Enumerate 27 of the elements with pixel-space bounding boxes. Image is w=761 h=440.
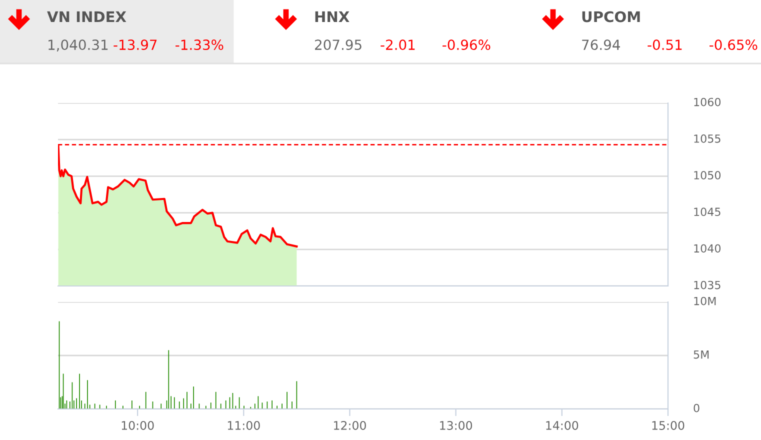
y-tick-label: 0 xyxy=(694,404,700,412)
text: -2.01 xyxy=(380,40,415,50)
x-tick-label: 12:00 xyxy=(334,421,366,430)
x-tick-label: 10:00 xyxy=(122,421,154,430)
text: -0.65% xyxy=(710,40,758,50)
text: -0.96% xyxy=(442,40,490,50)
y-tick-label: 1050 xyxy=(694,171,721,180)
y-tick-label: 1045 xyxy=(694,208,720,216)
y-tick-label: 1055 xyxy=(694,134,720,143)
y-tick-label: 1035 xyxy=(694,280,720,290)
text: UPCOM xyxy=(582,11,640,22)
text: 207.95 xyxy=(315,40,362,50)
x-tick-label: 11:00 xyxy=(228,421,260,430)
text: HNX xyxy=(315,11,350,22)
text: 1,040.31 xyxy=(48,40,108,52)
y-tick-label: 1060 xyxy=(694,98,721,106)
y-tick-label: 10M xyxy=(694,296,716,306)
text: -1.33% xyxy=(176,40,224,50)
text: 76.94 xyxy=(582,40,620,50)
text: VN INDEX xyxy=(47,11,126,22)
text: -0.51 xyxy=(648,40,682,50)
x-tick-label: 15:00 xyxy=(652,421,684,430)
text: -13.97 xyxy=(114,40,157,50)
x-tick-label: 13:00 xyxy=(440,421,472,430)
y-tick-label: 1040 xyxy=(694,244,721,253)
x-tick-label: 14:00 xyxy=(546,421,578,430)
y-tick-label: 5M xyxy=(694,350,709,359)
